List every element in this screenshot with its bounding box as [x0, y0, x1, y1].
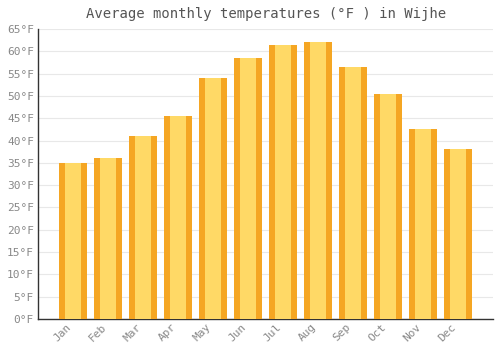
Bar: [240, 58, 256, 319]
Bar: [450, 149, 466, 319]
Bar: [234, 58, 262, 319]
Bar: [380, 94, 396, 319]
Bar: [205, 78, 221, 319]
Bar: [338, 67, 368, 319]
Bar: [444, 149, 472, 319]
Bar: [65, 163, 81, 319]
Bar: [129, 136, 158, 319]
Title: Average monthly temperatures (°F ) in Wijhe: Average monthly temperatures (°F ) in Wi…: [86, 7, 446, 21]
Bar: [135, 136, 151, 319]
Bar: [268, 45, 298, 319]
Bar: [275, 45, 291, 319]
Bar: [170, 116, 186, 319]
Bar: [415, 130, 431, 319]
Bar: [199, 78, 228, 319]
Bar: [374, 94, 402, 319]
Bar: [304, 42, 332, 319]
Bar: [345, 67, 361, 319]
Bar: [100, 158, 116, 319]
Bar: [408, 130, 438, 319]
Bar: [59, 163, 88, 319]
Bar: [94, 158, 122, 319]
Bar: [310, 42, 326, 319]
Bar: [164, 116, 192, 319]
